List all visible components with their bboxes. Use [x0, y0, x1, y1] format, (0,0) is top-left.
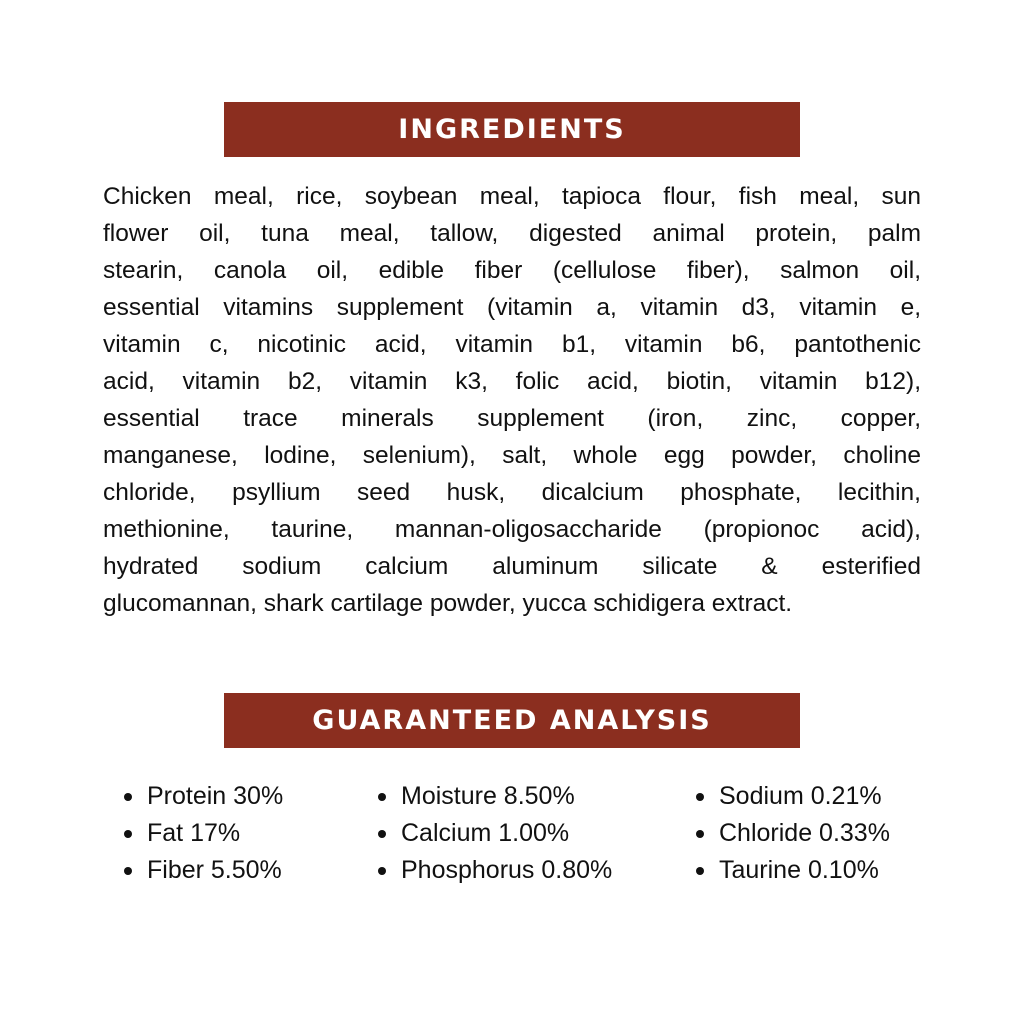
- bullet-icon: [124, 792, 132, 801]
- analysis-item-text: Fat 17%: [147, 819, 241, 847]
- analysis-item: Protein 30%: [124, 778, 283, 815]
- analysis-item-text: Calcium 1.00%: [401, 819, 570, 847]
- analysis-header: GUARANTEED ANALYSIS: [224, 693, 800, 748]
- analysis-column-2: Moisture 8.50% Calcium 1.00% Phosphorus …: [378, 778, 612, 889]
- analysis-item: Phosphorus 0.80%: [378, 852, 612, 889]
- analysis-item-text: Chloride 0.33%: [719, 819, 890, 847]
- analysis-item-text: Sodium 0.21%: [719, 782, 882, 810]
- bullet-icon: [696, 866, 704, 875]
- ingredients-line: vitamin c, nicotinic acid, vitamin b1, v…: [103, 331, 921, 358]
- analysis-item: Moisture 8.50%: [378, 778, 612, 815]
- ingredients-line: stearin, canola oil, edible fiber (cellu…: [103, 257, 921, 284]
- ingredients-title: INGREDIENTS: [398, 114, 626, 145]
- analysis-item: Sodium 0.21%: [696, 778, 890, 815]
- analysis-column-1: Protein 30% Fat 17% Fiber 5.50%: [124, 778, 283, 889]
- ingredients-line: essential trace minerals supplement (iro…: [103, 405, 921, 432]
- analysis-item-text: Fiber 5.50%: [147, 856, 282, 884]
- ingredients-line: acid, vitamin b2, vitamin k3, folic acid…: [103, 368, 921, 395]
- ingredients-line: manganese, lodine, selenium), salt, whol…: [103, 442, 921, 469]
- analysis-item-text: Taurine 0.10%: [719, 856, 879, 884]
- analysis-column-3: Sodium 0.21% Chloride 0.33% Taurine 0.10…: [696, 778, 890, 889]
- bullet-icon: [124, 866, 132, 875]
- bullet-icon: [378, 866, 386, 875]
- analysis-item-text: Phosphorus 0.80%: [401, 856, 613, 884]
- analysis-item: Chloride 0.33%: [696, 815, 890, 852]
- bullet-icon: [378, 792, 386, 801]
- ingredients-line: methionine, taurine, mannan-oligosacchar…: [103, 516, 921, 543]
- analysis-item: Taurine 0.10%: [696, 852, 890, 889]
- ingredients-line: Chicken meal, rice, soybean meal, tapioc…: [103, 183, 921, 210]
- bullet-icon: [696, 792, 704, 801]
- ingredients-line: hydrated sodium calcium aluminum silicat…: [103, 553, 921, 580]
- bullet-icon: [378, 829, 386, 838]
- bullet-icon: [696, 829, 704, 838]
- ingredients-header: INGREDIENTS: [224, 102, 800, 157]
- analysis-item: Calcium 1.00%: [378, 815, 612, 852]
- analysis-item-text: Protein 30%: [147, 782, 284, 810]
- ingredients-line: chloride, psyllium seed husk, dicalcium …: [103, 479, 921, 506]
- analysis-item: Fiber 5.50%: [124, 852, 283, 889]
- analysis-title: GUARANTEED ANALYSIS: [312, 705, 712, 736]
- bullet-icon: [124, 829, 132, 838]
- ingredients-text: Chicken meal, rice, soybean meal, tapioc…: [103, 178, 921, 622]
- ingredients-line: glucomannan, shark cartilage powder, yuc…: [103, 590, 793, 617]
- analysis-item-text: Moisture 8.50%: [401, 782, 575, 810]
- ingredients-line: essential vitamins supplement (vitamin a…: [103, 294, 921, 321]
- ingredients-line: flower oil, tuna meal, tallow, digested …: [103, 220, 921, 247]
- analysis-item: Fat 17%: [124, 815, 283, 852]
